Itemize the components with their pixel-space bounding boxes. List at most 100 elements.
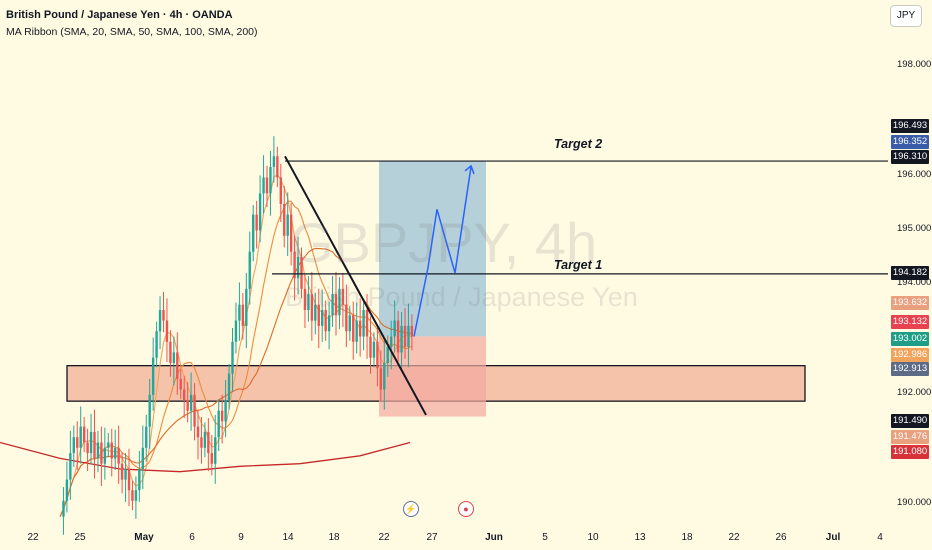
candle-body [234, 320, 238, 342]
candle-body [362, 310, 365, 337]
price-label: 192.986 [891, 348, 929, 362]
candle-body [124, 469, 127, 480]
candle-body [303, 288, 307, 310]
date-tick: 14 [282, 532, 294, 543]
candle-body [100, 442, 103, 464]
candle-body [65, 479, 69, 501]
candle-body [258, 193, 262, 231]
candle-body [269, 166, 272, 194]
price-tick: 192.000 [897, 387, 932, 398]
price-tick: 195.000 [897, 223, 932, 234]
candle-body [220, 410, 224, 422]
candle-body [289, 214, 293, 252]
candle-body [72, 437, 75, 454]
candle-body [283, 204, 286, 236]
candle-body [317, 304, 320, 326]
candle-body [210, 453, 213, 464]
price-label: 193.002 [891, 332, 929, 346]
candle-body [103, 447, 107, 464]
date-tick: 10 [587, 532, 599, 543]
candle-body [248, 251, 251, 289]
candle-body [155, 331, 158, 358]
date-tick: 6 [189, 532, 195, 543]
candle-body [186, 400, 189, 411]
candle-body [196, 426, 200, 438]
candle-body [141, 447, 144, 469]
candle-body [162, 310, 165, 321]
indicator-legend[interactable]: MA Ribbon (SMA, 20, SMA, 50, SMA, 100, S… [6, 26, 258, 38]
date-tick: Jul [825, 532, 841, 543]
date-tick: 22 [27, 532, 39, 543]
candle-body [193, 394, 196, 427]
watermark-symbol: GBPJPY, 4h [290, 211, 598, 274]
candle-body [207, 431, 210, 454]
candle-body [114, 447, 117, 459]
candle-body [127, 469, 131, 491]
target-1-label: Target 1 [554, 258, 603, 272]
candle-body [262, 177, 265, 194]
candle-body [172, 352, 176, 363]
date-tick: May [134, 532, 154, 543]
date-tick: 22 [728, 532, 740, 543]
candle-body [307, 294, 310, 310]
candle-body [331, 294, 334, 316]
candle-body [231, 341, 234, 374]
candle-body [324, 310, 327, 332]
candle-body [296, 257, 300, 279]
currency-button[interactable]: JPY [890, 5, 922, 27]
date-tick: 13 [634, 532, 646, 543]
candle-body [376, 341, 379, 369]
candle-body [400, 325, 403, 353]
date-tick: 4 [877, 532, 883, 543]
target-2-label: Target 2 [554, 137, 603, 151]
candle-body [352, 315, 355, 342]
target-icon[interactable]: ● [458, 501, 474, 517]
candle-body [69, 453, 72, 480]
candle-body [169, 341, 172, 363]
candle-body [365, 310, 369, 337]
candle-body [120, 463, 124, 480]
candle-body [82, 426, 86, 443]
candle-body [321, 310, 324, 326]
price-label: 191.080 [891, 445, 929, 459]
price-label: 193.632 [891, 296, 929, 310]
candle-body [338, 288, 341, 316]
candle-body [372, 341, 376, 358]
price-label: 196.493 [891, 119, 929, 133]
date-tick: 22 [378, 532, 390, 543]
lightning-icon[interactable]: ⚡ [403, 501, 419, 517]
candle-body [310, 294, 314, 321]
candle-body [369, 336, 372, 358]
candle-body [407, 325, 410, 348]
candle-body [165, 320, 169, 342]
candle-body [189, 394, 193, 411]
candle-body [358, 320, 362, 337]
candle-body [272, 156, 276, 167]
candle-body [96, 442, 100, 459]
candle-body [241, 304, 245, 326]
candle-body [252, 214, 255, 252]
price-label: 191.476 [891, 430, 929, 444]
date-tick: 18 [328, 532, 340, 543]
date-tick: 26 [775, 532, 787, 543]
projection-arrowhead [464, 164, 475, 175]
candle-body [151, 357, 155, 395]
candle-body [110, 442, 113, 459]
candle-body [286, 214, 289, 236]
price-label: 194.182 [891, 266, 929, 280]
price-label: 191.490 [891, 414, 929, 428]
chart-title: British Pound / Japanese Yen · 4h · OAND… [6, 9, 233, 21]
candle-body [145, 426, 148, 448]
candle-body [176, 352, 179, 379]
candle-body [379, 368, 383, 390]
price-tick: 194.000 [897, 277, 932, 288]
downtrend-line [284, 155, 427, 416]
candle-body [410, 325, 414, 337]
candle-body [214, 437, 217, 464]
date-tick: 18 [681, 532, 693, 543]
candle-body [245, 288, 248, 326]
candle-body [300, 257, 303, 289]
candle-body [396, 320, 400, 353]
